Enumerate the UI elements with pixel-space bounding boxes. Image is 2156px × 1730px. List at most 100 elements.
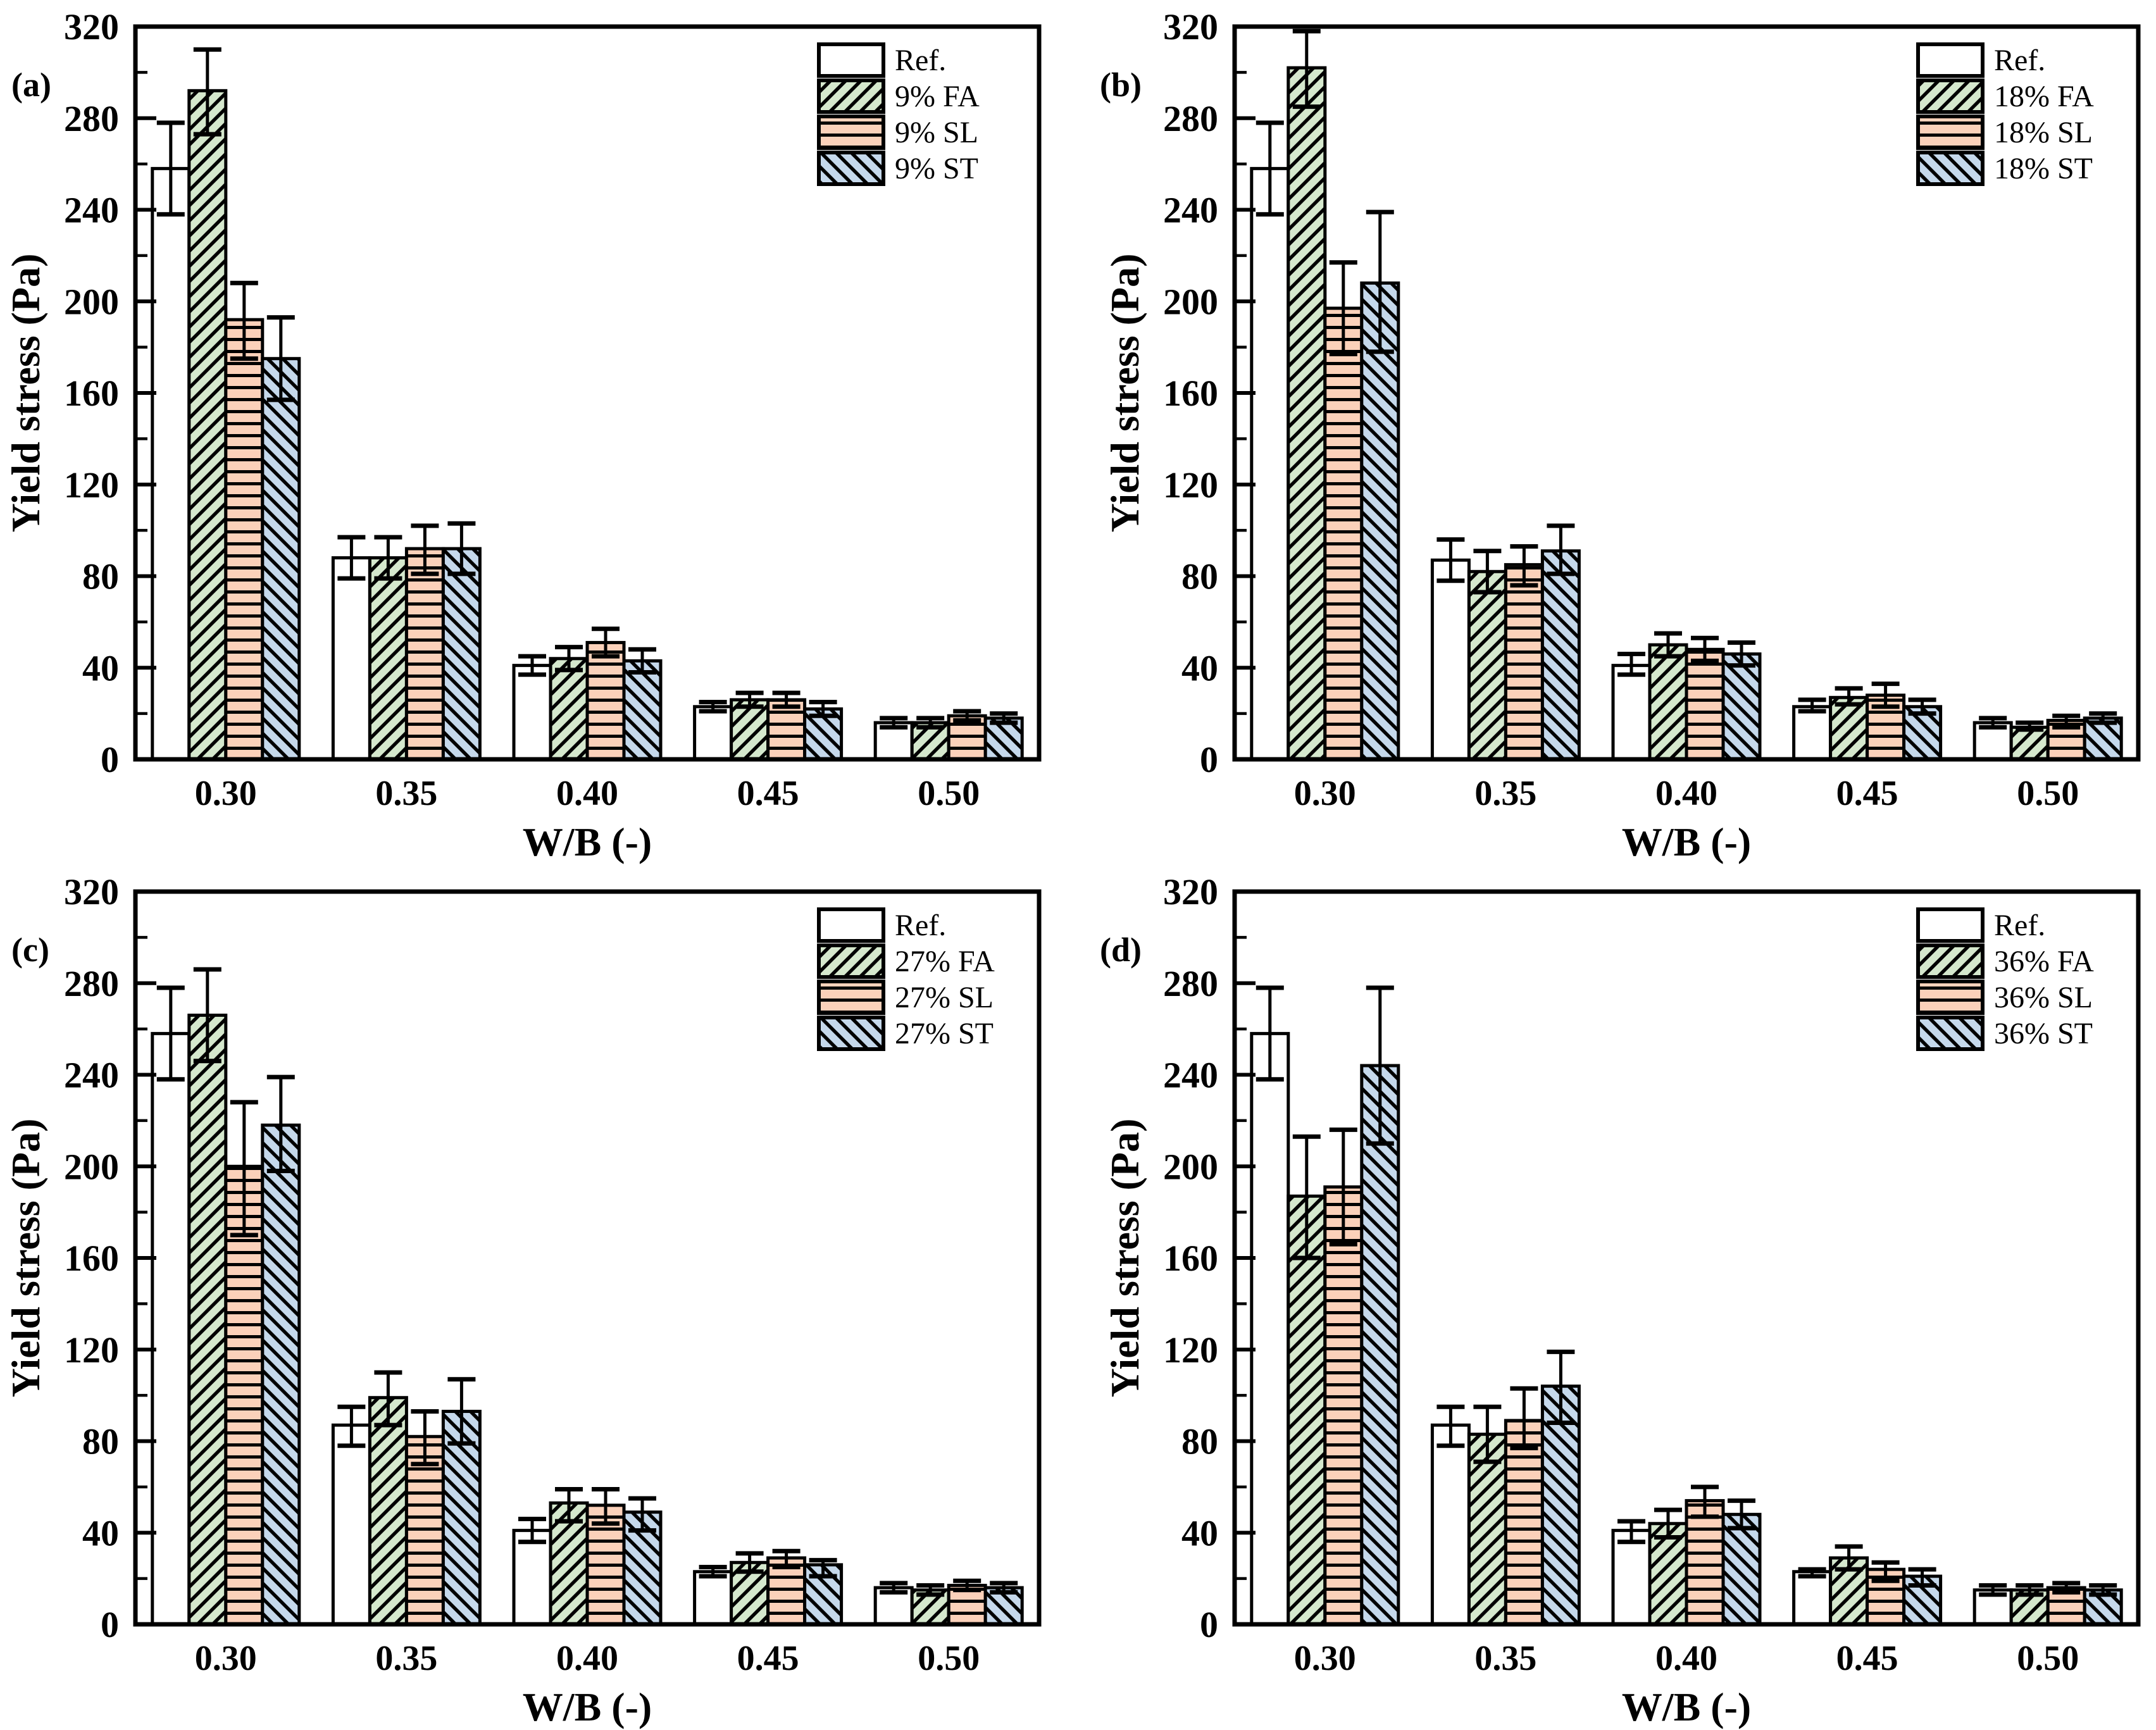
- error-bar: [1798, 1567, 1826, 1579]
- y-tick-label: 40: [82, 1512, 119, 1553]
- plot-frame: [133, 24, 1042, 762]
- error-bar: [1617, 1519, 1645, 1545]
- legend-item: 18% FA: [1916, 78, 2094, 114]
- error-bar: [1835, 686, 1863, 707]
- bar-sl-0.30: [1323, 306, 1364, 761]
- y-tick-label: 320: [1163, 6, 1218, 47]
- legend-label: 27% ST: [895, 1017, 994, 1050]
- y-tick-label: 120: [1163, 464, 1218, 506]
- legend-swatch-sl: [817, 115, 885, 150]
- x-tick-label: 0.50: [918, 1639, 980, 1678]
- y-tick-label: 280: [64, 98, 119, 139]
- bar-fa-0.30: [1287, 66, 1327, 761]
- bar-st-0.40: [622, 659, 663, 761]
- panel-a-chart: 0 40 80 120 160 200 240 280 320 0.30 0.35 0.40 0.45 0…: [3, 6, 1042, 864]
- error-bar: [916, 1583, 945, 1597]
- error-bar: [2016, 1583, 2044, 1597]
- error-bar: [518, 654, 546, 677]
- y-tick-label: 280: [1163, 98, 1218, 139]
- y-tick-label: 0: [1200, 739, 1218, 780]
- y-tick-label: 80: [1181, 1421, 1218, 1462]
- error-bar: [337, 1404, 366, 1448]
- error-bar: [809, 700, 837, 718]
- bar-ref-0.30: [1250, 1031, 1290, 1626]
- bar-fa-0.30: [187, 1013, 228, 1626]
- bar-ref-0.40: [512, 664, 552, 761]
- panel-c: 0 40 80 120 160 200 240 280 320 0.30 0.35 0.40 0.45 0…: [0, 865, 1078, 1730]
- error-bar: [1510, 1386, 1538, 1450]
- error-bar: [953, 709, 981, 723]
- error-bar: [735, 1551, 764, 1574]
- legend-swatch-ref: [1916, 42, 1985, 78]
- bar-fa-0.50: [2009, 725, 2050, 761]
- error-bar: [2089, 1583, 2117, 1597]
- legend-item: 36% ST: [1916, 1016, 2093, 1051]
- legend-swatch-sl: [1916, 115, 1985, 150]
- y-tick-label: 320: [64, 871, 119, 912]
- legend-label: 9% ST: [895, 152, 978, 185]
- plot-frame: [1232, 889, 2141, 1627]
- error-bar: [1436, 537, 1465, 583]
- panel-letter: (b): [1100, 66, 1142, 104]
- legend-swatch-st: [1916, 151, 1985, 186]
- bar-st-0.40: [1721, 1512, 1762, 1626]
- error-bar: [1691, 1484, 1719, 1519]
- bar-ref-0.45: [1792, 705, 1833, 761]
- bar-sl-0.30: [1323, 1185, 1364, 1626]
- bar-sl-0.35: [404, 547, 445, 761]
- error-bar: [880, 1581, 908, 1595]
- error-bar: [1979, 716, 2007, 730]
- bar-st-0.30: [1360, 1064, 1400, 1626]
- legend-label: 27% FA: [895, 945, 995, 978]
- error-bar: [953, 1578, 981, 1593]
- error-bar: [2016, 720, 2044, 732]
- bar-st-0.35: [441, 1409, 482, 1626]
- bar-fa-0.40: [549, 657, 589, 761]
- legend-item: 27% ST: [817, 1016, 994, 1051]
- y-tick-label: 240: [64, 190, 119, 231]
- error-bar: [1329, 1127, 1357, 1247]
- y-tick-label: 200: [64, 1146, 119, 1187]
- x-tick-label: 0.35: [375, 774, 437, 813]
- error-bar: [1908, 697, 1936, 716]
- y-tick-label: 0: [1200, 1604, 1218, 1645]
- legend-swatch-st: [817, 151, 885, 186]
- bar-ref-0.30: [151, 1031, 191, 1626]
- error-bar: [2052, 713, 2081, 730]
- x-tick-label: 0.50: [2017, 774, 2079, 813]
- bar-sl-0.30: [224, 318, 265, 761]
- y-tick-label: 80: [82, 556, 119, 597]
- panel-c-chart: 0 40 80 120 160 200 240 280 320 0.30 0.35 0.40 0.45 0…: [3, 871, 1042, 1729]
- error-bar: [592, 1486, 620, 1526]
- legend-swatch-fa: [1916, 78, 1985, 114]
- legend-item: Ref.: [1916, 42, 2045, 78]
- error-bar: [555, 645, 583, 673]
- error-bar: [990, 1581, 1018, 1595]
- error-bar: [699, 1565, 727, 1579]
- y-tick-label: 320: [64, 6, 119, 47]
- bar-fa-0.30: [187, 89, 228, 761]
- y-tick-label: 200: [64, 281, 119, 322]
- x-tick-label: 0.45: [1836, 1639, 1898, 1678]
- y-tick-label: 240: [1163, 190, 1218, 231]
- panel-a: 0 40 80 120 160 200 240 280 320 0.30 0.35 0.40 0.45 0…: [0, 0, 1078, 865]
- panel-d: 0 40 80 120 160 200 240 280 320 0.30 0.35 0.40 0.45 0…: [1078, 865, 2156, 1730]
- error-bar: [1547, 523, 1575, 576]
- legend-swatch-ref: [1916, 907, 1985, 943]
- error-bar: [1473, 549, 1502, 595]
- y-axis-title: Yield stress (Pa): [1102, 254, 1147, 533]
- bar-fa-0.45: [1829, 695, 1869, 761]
- legend-label: 18% SL: [1994, 116, 2093, 149]
- bar-st-0.30: [261, 1123, 301, 1626]
- legend-item: 18% SL: [1916, 115, 2093, 150]
- y-tick-label: 80: [82, 1421, 119, 1462]
- error-bar: [628, 1496, 656, 1533]
- error-bar: [1436, 1404, 1465, 1448]
- legend-label: Ref.: [895, 909, 946, 942]
- legend-item: 9% SL: [817, 115, 978, 150]
- legend-swatch-ref: [817, 907, 885, 943]
- x-tick-label: 0.30: [195, 774, 257, 813]
- x-tick-label: 0.35: [1474, 774, 1536, 813]
- bar-ref-0.35: [1430, 558, 1471, 761]
- y-tick-label: 40: [1181, 1512, 1218, 1553]
